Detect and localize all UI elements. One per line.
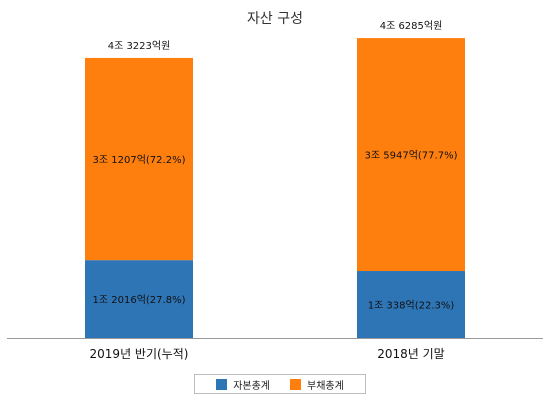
bar-equity-0[interactable] — [85, 260, 193, 338]
legend-item-equity[interactable]: 자본총계 — [216, 377, 270, 392]
bar-equity-1[interactable] — [357, 271, 465, 338]
total-label-1: 4조 6285억원 — [380, 20, 443, 32]
data-label-liabilities-1: 3조 5947억(77.7%) — [365, 150, 458, 162]
x-tick-label-0: 2019년 반기(누적) — [90, 347, 189, 361]
data-label-equity-0: 1조 2016억(27.8%) — [93, 294, 186, 306]
x-tick-label-1: 2018년 기말 — [377, 347, 444, 361]
legend-swatch-liabilities — [290, 378, 301, 390]
legend-label-equity: 자본총계 — [233, 380, 270, 392]
legend-swatch-equity — [216, 378, 228, 390]
chart-title: 자산 구성 — [247, 11, 303, 27]
legend-label-liabilities: 부채총계 — [307, 380, 344, 392]
bar-liabilities-1[interactable] — [357, 38, 465, 272]
data-label-liabilities-0: 3조 1207억(72.2%) — [93, 154, 186, 166]
total-label-0: 4조 3223억원 — [108, 40, 171, 52]
bar-liabilities-0[interactable] — [85, 57, 193, 261]
data-label-equity-1: 1조 338억(22.3%) — [368, 300, 455, 312]
legend: 자본총계 부채총계 — [194, 374, 366, 394]
legend-item-liabilities[interactable]: 부채총계 — [290, 377, 344, 392]
